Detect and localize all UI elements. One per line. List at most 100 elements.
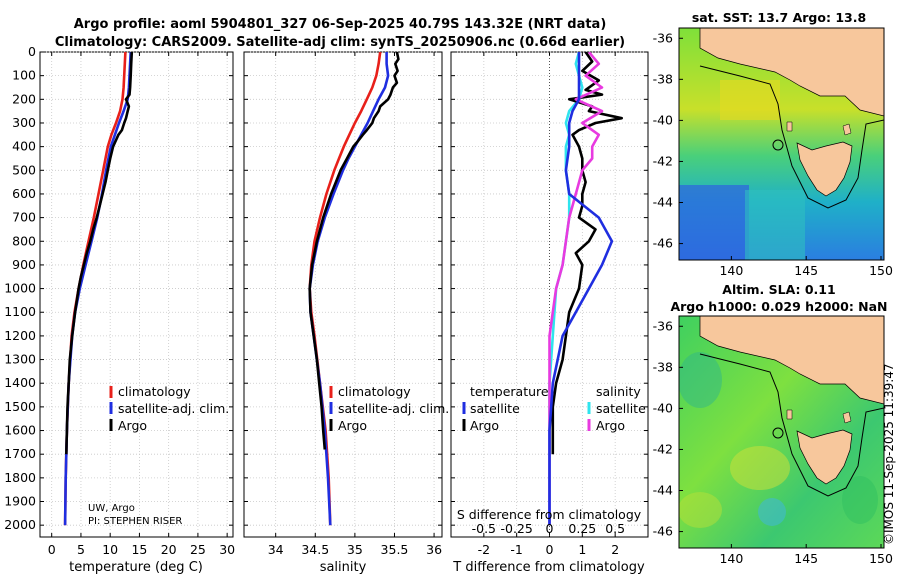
king-island [786,121,793,132]
difference-legend: temperature satellite Argo salinity sate… [462,384,646,433]
map-lat-label: -44 [653,195,673,210]
legend-s-argo-label: Argo [596,418,625,433]
x-tick-label: 1 [578,542,586,557]
map-lat-label: -46 [653,524,673,539]
imos-watermark: ©IMOS 11-Sep-2025 11:39:47 [882,363,896,545]
map-lon-label: 145 [794,551,818,566]
shelf-contour [699,353,884,497]
legend-satellite-label: satellite-adj. clim. [118,401,229,416]
salinity-xlabel: salinity [320,560,367,575]
legend-argo-label: Argo [118,418,147,433]
temperature-grid [40,51,233,537]
sla-map-ticks: 140 145 150 -36 -38 -40 -42 -44 -46 [653,318,893,566]
legend-argo-label: Argo [338,418,367,433]
depth-tick-label: 1400 [4,375,36,390]
map-lat-label: -36 [653,30,673,45]
sla-map-frame [678,315,885,549]
legend-t-argo-label: Argo [470,418,499,433]
temperature-series [63,52,134,526]
sst-warm-patch [720,80,780,120]
sla-blob-5 [842,476,878,524]
map-lat-label: -40 [653,112,673,127]
mainland-land [699,316,884,405]
depth-tick-label: 1100 [4,304,36,319]
x-tick-label: 35 [347,542,363,557]
argo-float-marker [772,427,784,439]
legend-temperature-heading: temperature [470,384,549,399]
x-tick-label: 5 [77,542,85,557]
sst-map [679,28,884,260]
credit-line2: PI: STEPHEN RISER [88,516,182,527]
depth-tick-label: 1200 [4,328,36,343]
sla-map-title-line1: Altim. SLA: 0.11 [722,282,835,297]
argo-float-marker [772,139,784,151]
king-island [786,409,793,420]
x-tick-label: 34.5 [301,542,329,557]
salinity-difference-tick-labels: -0.5 -0.25 0 0.25 0.5 [472,521,625,536]
depth-tick-label: 1000 [4,281,36,296]
legend-s-satellite-label: satellite [596,401,646,416]
temperature-axes [39,51,234,538]
x-tick-label: 25 [190,542,206,557]
salinity-legend: climatology satellite-adj. clim. Argo [329,384,449,433]
temperature-xtick-labels: 0 5 10 15 20 25 30 [48,542,235,557]
depth-tick-label: 400 [12,139,36,154]
s-tick-label: 0 [546,521,554,536]
temperature-legend: climatology satellite-adj. clim. Argo [109,384,229,433]
map-lat-label: -38 [653,359,673,374]
map-lon-label: 150 [869,551,893,566]
x-tick-label: 35.5 [381,542,409,557]
map-lat-label: -40 [653,400,673,415]
x-tick-label: 0 [48,542,56,557]
difference-xlabel-top: S difference from climatology [457,507,642,522]
s-tick-label: 0.5 [605,521,625,536]
series-line-argo [65,52,134,455]
map-lon-label: 150 [869,263,893,278]
series-line-argo [308,52,400,450]
difference-xlabel: T difference from climatology [452,560,645,575]
salinity-axes [243,51,443,538]
figure-title-line2: Climatology: CARS2009. Satellite-adj cli… [55,35,625,50]
depth-tick-label: 1600 [4,423,36,438]
difference-series [548,52,624,526]
depth-tick-label: 900 [12,257,36,272]
map-lat-label: -42 [653,441,673,456]
sst-map-title: sat. SST: 13.7 Argo: 13.8 [692,10,866,25]
series-line-satellite-adj-t [548,52,614,526]
s-tick-label: -0.5 [472,521,496,536]
map-lon-label: 140 [719,263,743,278]
credit-line1: UW, Argo [88,503,135,514]
tasmania-land [796,141,853,197]
x-tick-label: 34 [268,542,284,557]
x-tick-label: 10 [102,542,118,557]
depth-tick-label: 500 [12,162,36,177]
salinity-grid [244,51,442,537]
sla-blob-3 [758,498,786,526]
sst-map-frame [678,27,885,261]
legend-satellite-label: satellite-adj. clim. [338,401,449,416]
x-tick-label: 15 [131,542,147,557]
depth-tick-label: 1300 [4,352,36,367]
depth-tick-label: 800 [12,233,36,248]
map-lat-label: -46 [653,236,673,251]
figure-title-line1: Argo profile: aoml 5904801_327 06-Sep-20… [74,17,607,32]
depth-tick-label: 1800 [4,470,36,485]
difference-xtick-labels: -2 -1 0 1 2 [478,542,620,557]
sst-cyan-patch [745,190,805,260]
x-tick-label: -2 [478,542,490,557]
sla-map-title-line2: Argo h1000: 0.029 h2000: NaN [670,299,887,314]
map-lat-label: -44 [653,483,673,498]
x-tick-label: 20 [161,542,177,557]
shelf-contour [699,65,884,209]
x-tick-label: -1 [510,542,522,557]
salinity-series [308,52,400,526]
legend-t-satellite-label: satellite [470,401,520,416]
sla-blob-2 [730,446,790,490]
map-lon-label: 145 [794,263,818,278]
difference-grid [451,51,648,537]
flinders-island [842,411,852,424]
depth-tick-label: 200 [12,91,36,106]
legend-climatology-label: climatology [118,384,191,399]
flinders-island [842,123,852,136]
